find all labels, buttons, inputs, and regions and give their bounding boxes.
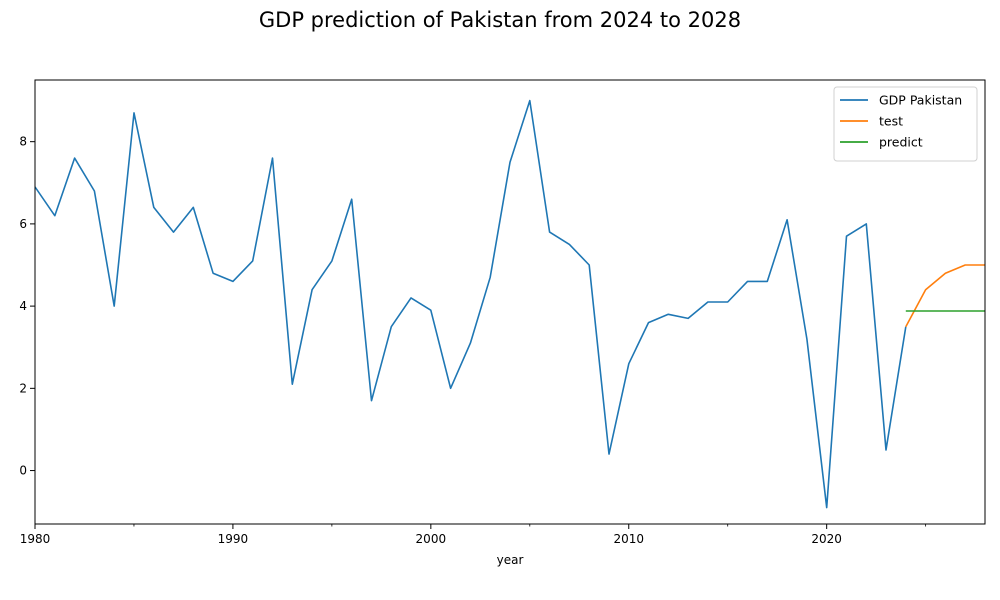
y-tick-label: 4: [19, 299, 27, 313]
y-tick-label: 0: [19, 464, 27, 478]
series-line-gdp-pakistan: [35, 99, 907, 509]
x-tick-label: 1990: [218, 532, 249, 546]
x-tick-label: 2020: [811, 532, 842, 546]
y-axis: 0 2 4 6 8: [19, 135, 35, 478]
plot-lines: [35, 99, 985, 509]
y-tick-label: 6: [19, 217, 27, 231]
y-tick-label: 8: [19, 135, 27, 149]
chart-title: GDP prediction of Pakistan from 2024 to …: [258, 8, 742, 32]
x-tick-label: 1980: [20, 532, 51, 546]
legend-label: test: [879, 114, 903, 129]
x-axis-label: year: [497, 553, 524, 567]
legend-label: predict: [879, 135, 923, 150]
legend: GDP Pakistan test predict: [833, 86, 978, 162]
plot-frame: [34, 79, 986, 525]
x-axis: 1980 1990 2000 2010 2020: [20, 524, 927, 546]
x-tick-label: 2000: [416, 532, 447, 546]
series-line-test: [905, 264, 985, 328]
x-tick-label: 2010: [613, 532, 644, 546]
y-tick-label: 2: [19, 381, 27, 395]
legend-label: GDP Pakistan: [879, 93, 962, 108]
legend-box: [833, 86, 978, 162]
